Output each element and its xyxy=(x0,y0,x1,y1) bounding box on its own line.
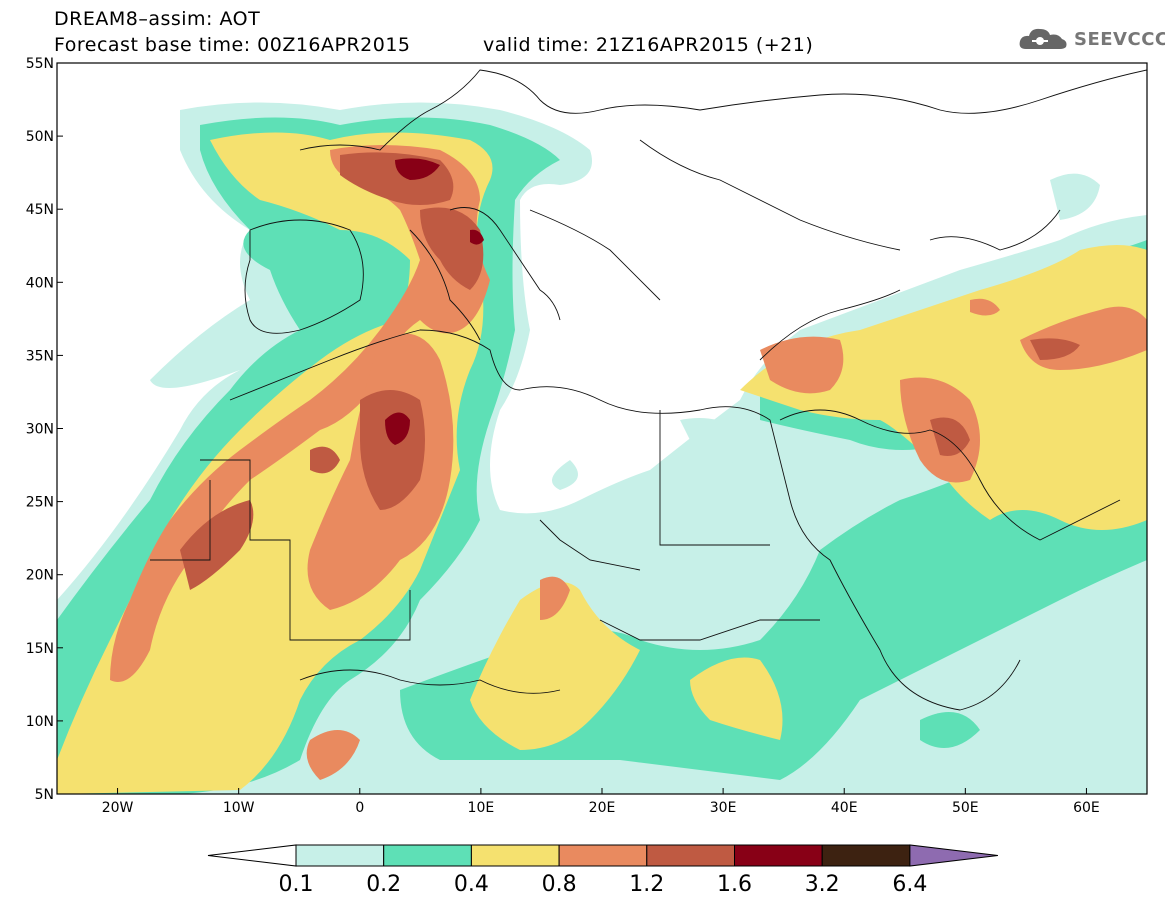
lon-label: 20W xyxy=(102,800,134,816)
lon-label: 40E xyxy=(831,800,858,816)
lon-label: 10E xyxy=(468,800,495,816)
colorbar-label: 0.4 xyxy=(453,872,489,897)
colorbar-segment xyxy=(383,844,472,867)
valid-time: valid time: 21Z16APR2015 (+21) xyxy=(483,34,814,56)
lat-label: 45N xyxy=(26,202,54,218)
colorbar-label: 0.2 xyxy=(366,872,402,897)
lon-label: 10W xyxy=(223,800,255,816)
colorbar-segment xyxy=(295,844,385,867)
axis-ticks xyxy=(57,62,1087,795)
colorbar-label: 6.4 xyxy=(892,872,928,897)
logo-text: SEEVCCC xyxy=(1074,28,1165,50)
colorbar-segment xyxy=(558,844,648,867)
forecast-base-time: Forecast base time: 00Z16APR2015 xyxy=(54,34,411,56)
lat-label: 15N xyxy=(26,641,54,657)
colorbar-label: 1.2 xyxy=(629,872,665,897)
colorbar-label: 0.1 xyxy=(278,872,314,897)
colorbar-segment xyxy=(734,844,823,867)
chart-title: DREAM8–assim: AOT xyxy=(54,8,261,30)
latitude-labels: 55N 50N 45N 40N 35N 30N 25N 20N 15N 10N 5N xyxy=(26,56,54,803)
aot-fields xyxy=(57,63,1147,794)
colorbar-high-arrow xyxy=(909,844,998,867)
seevccc-logo: SEEVCCC xyxy=(1018,24,1165,54)
colorbar-label: 1.6 xyxy=(717,872,752,897)
colorbar-segment xyxy=(646,844,735,867)
lat-label: 40N xyxy=(26,275,54,291)
colorbar-segment xyxy=(821,844,911,867)
lat-label: 30N xyxy=(26,422,54,438)
coastlines xyxy=(150,69,1147,711)
lat-label: 5N xyxy=(35,787,54,803)
longitude-labels: 20W 10W 0 10E 20E 30E 40E 50E 60E xyxy=(102,800,1100,816)
lon-label: 20E xyxy=(589,800,616,816)
lat-label: 55N xyxy=(26,56,54,72)
lat-label: 25N xyxy=(26,495,54,511)
lon-label: 30E xyxy=(710,800,737,816)
colorbar-label: 0.8 xyxy=(541,872,577,897)
colorbar-label: 3.2 xyxy=(804,872,840,897)
lat-label: 20N xyxy=(26,568,54,584)
lon-label: 60E xyxy=(1073,800,1100,816)
lat-label: 35N xyxy=(26,348,54,364)
cloud-icon xyxy=(1019,28,1067,49)
lat-label: 10N xyxy=(26,714,54,730)
lon-label: 0 xyxy=(355,800,364,816)
lat-label: 50N xyxy=(26,129,54,145)
colorbar xyxy=(207,844,998,867)
lon-label: 50E xyxy=(952,800,979,816)
colorbar-low-arrow xyxy=(207,844,297,867)
colorbar-segment xyxy=(470,844,560,867)
